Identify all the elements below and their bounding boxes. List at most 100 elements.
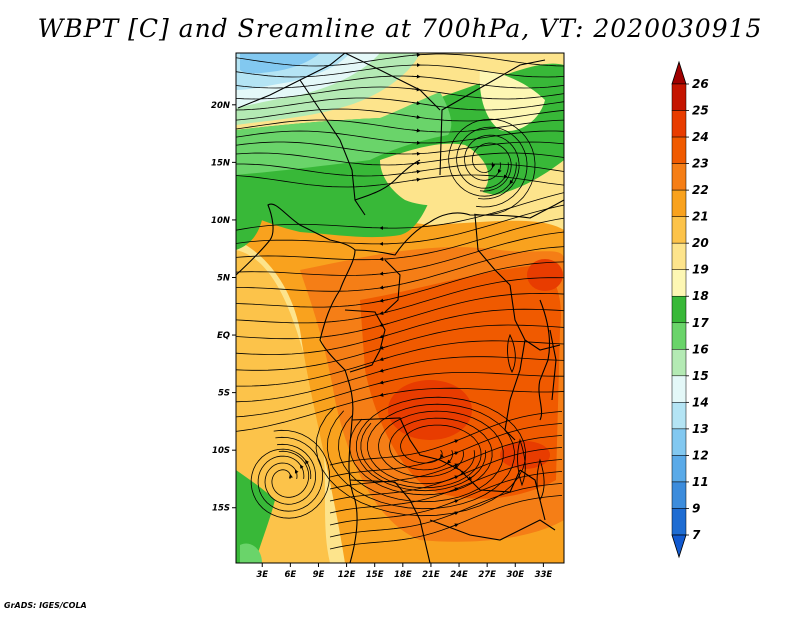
streamline bbox=[236, 372, 564, 418]
colorbar-segment bbox=[671, 508, 687, 536]
streamline-arrow bbox=[449, 475, 459, 480]
map-frame bbox=[235, 52, 565, 564]
streamline-arrow bbox=[509, 179, 514, 185]
streamline-arrow bbox=[411, 177, 421, 182]
streamline bbox=[236, 108, 564, 122]
streamline bbox=[236, 308, 564, 355]
colorbar-segment bbox=[671, 189, 687, 217]
streamline bbox=[464, 134, 520, 200]
colorbar-segment bbox=[671, 163, 687, 191]
streamline bbox=[236, 261, 564, 308]
colorbar-label: 16 bbox=[692, 342, 709, 356]
colorbar-label: 21 bbox=[692, 210, 709, 224]
longitude-axis: 3E 6E 9E 12E 15E 18E 21E 24E 27E 30E 33E bbox=[256, 563, 552, 580]
streamline-arrow bbox=[503, 174, 508, 179]
colorbar-top-arrow bbox=[671, 60, 687, 85]
streamline bbox=[236, 246, 564, 292]
lat-tick-label: 15N bbox=[211, 158, 230, 168]
colorbar-segment bbox=[671, 110, 687, 138]
streamline bbox=[236, 340, 564, 387]
streamline-arrow bbox=[411, 128, 421, 133]
streamline bbox=[236, 204, 564, 245]
colorbar-label: 23 bbox=[692, 157, 709, 171]
streamline bbox=[236, 97, 564, 111]
streamline-arrow bbox=[446, 459, 452, 464]
streamline bbox=[329, 483, 563, 538]
streamline-arrow bbox=[497, 169, 502, 174]
footer-credit: GrADS: IGES/COLA bbox=[4, 601, 87, 610]
streamline-arrow bbox=[411, 53, 421, 57]
colorbar-label: 20 bbox=[692, 236, 709, 250]
streamline bbox=[329, 435, 563, 490]
streamline-arrow bbox=[411, 169, 421, 174]
wbpt-shaded-field bbox=[236, 53, 564, 563]
colorbar-label: 9 bbox=[692, 501, 700, 515]
colorbar-label: 14 bbox=[692, 395, 709, 409]
lat-tick-label: 20N bbox=[211, 101, 230, 111]
streamline-arrow bbox=[379, 368, 389, 373]
streamline-arrow bbox=[460, 470, 467, 475]
colorbar-segment bbox=[671, 216, 687, 244]
colorbar-segment bbox=[671, 375, 687, 403]
streamline bbox=[329, 471, 563, 526]
streamline-arrow bbox=[379, 311, 389, 315]
lon-tick-label: 21E bbox=[422, 570, 440, 580]
country-borders bbox=[236, 53, 564, 563]
streamline bbox=[471, 142, 512, 192]
colorbar-label: 19 bbox=[692, 263, 709, 277]
streamline bbox=[236, 174, 564, 188]
colorbar: 26 25 24 23 22 21 20 19 18 17 16 15 14 13 12 11 9 7 bbox=[671, 60, 709, 559]
streamline bbox=[329, 459, 563, 514]
streamline-arrow bbox=[379, 323, 389, 327]
streamline-arrow bbox=[379, 298, 389, 303]
colorbar-label: 24 bbox=[692, 130, 709, 144]
streamline bbox=[236, 53, 564, 67]
lat-tick-label: EQ bbox=[217, 331, 230, 341]
streamline bbox=[236, 75, 564, 89]
colorbar-label: 15 bbox=[692, 369, 709, 383]
streamline-arrow bbox=[449, 487, 459, 492]
colorbar-segment bbox=[671, 349, 687, 377]
streamline bbox=[326, 403, 515, 510]
streamline bbox=[338, 410, 504, 503]
colorbar-segment bbox=[671, 242, 687, 270]
colorbar-bottom-arrow bbox=[671, 534, 687, 559]
lat-tick-label: 5S bbox=[218, 389, 230, 399]
map-title: WBPT [C] and Sreamline at 700hPa, VT: 20… bbox=[37, 14, 763, 43]
colorbar-label: 18 bbox=[692, 289, 709, 303]
streamline bbox=[236, 152, 564, 166]
streamline-arrow bbox=[449, 511, 459, 516]
colorbar-label: 25 bbox=[692, 104, 709, 118]
streamline bbox=[456, 126, 528, 208]
streamline bbox=[329, 423, 563, 478]
streamline bbox=[257, 436, 324, 512]
colorbar-label: 7 bbox=[692, 528, 701, 542]
lat-tick-label: 5N bbox=[217, 273, 230, 283]
streamline bbox=[236, 217, 564, 261]
streamline-arrow bbox=[294, 469, 299, 474]
lake-outlines bbox=[507, 333, 545, 502]
lon-tick-label: 6E bbox=[284, 570, 296, 580]
streamline-arrow bbox=[379, 271, 389, 276]
streamline bbox=[236, 163, 564, 177]
colorbar-segment bbox=[671, 455, 687, 483]
streamline bbox=[236, 64, 564, 78]
streamline-arrow bbox=[449, 499, 459, 504]
streamline-arrow bbox=[300, 464, 304, 469]
streamline bbox=[360, 422, 482, 489]
streamline-arrow bbox=[449, 463, 459, 468]
streamline-arrow bbox=[449, 523, 459, 528]
lon-tick-label: 33E bbox=[535, 570, 553, 580]
streamline-arrow bbox=[440, 453, 444, 459]
streamline bbox=[236, 356, 564, 403]
latitude-axis: 20N 15N 10N 5N EQ 5S 10S 15S bbox=[211, 101, 236, 514]
streamline bbox=[236, 387, 564, 432]
streamline bbox=[236, 86, 564, 100]
streamline-arrow bbox=[411, 115, 421, 120]
streamline-arrow bbox=[379, 345, 389, 350]
colorbar-label: 11 bbox=[692, 475, 709, 489]
streamline bbox=[264, 443, 316, 505]
streamline bbox=[448, 118, 536, 216]
colorbar-label: 17 bbox=[692, 316, 709, 330]
streamline-arrow bbox=[449, 451, 459, 456]
